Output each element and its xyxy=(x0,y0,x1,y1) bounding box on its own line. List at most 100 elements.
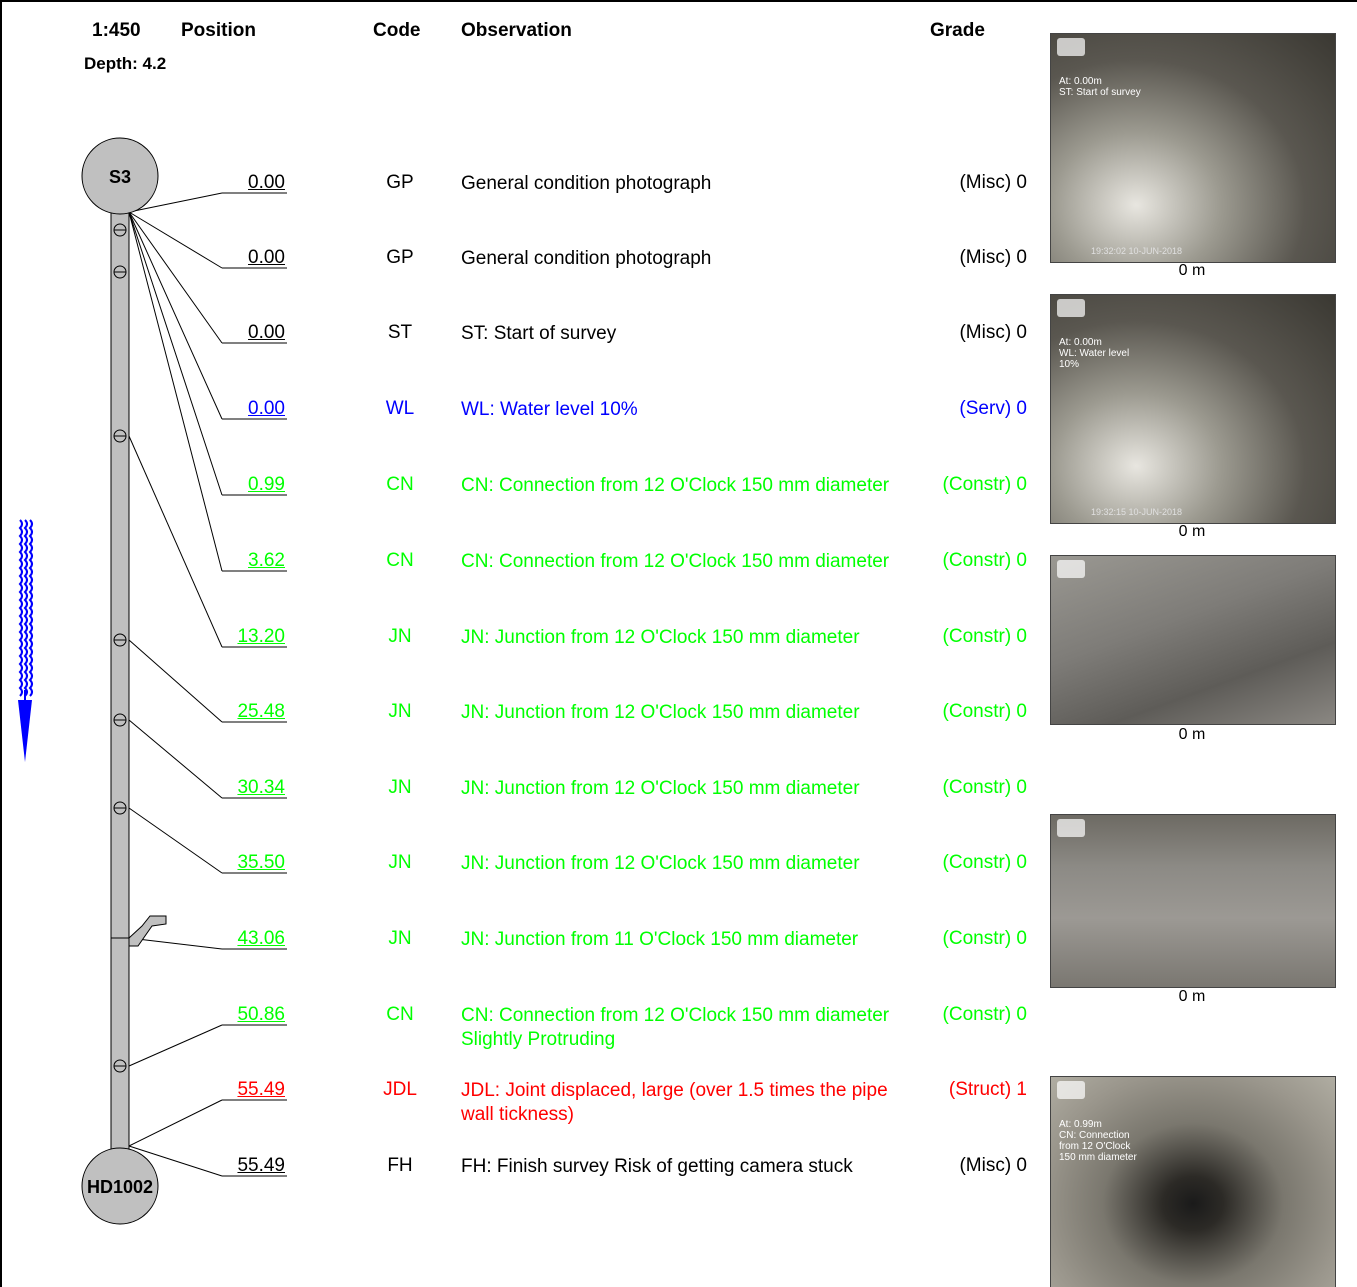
grade-header: Grade xyxy=(930,20,985,41)
position-value: 0.99 xyxy=(248,474,285,495)
leader-line xyxy=(128,211,223,420)
flow-wave xyxy=(18,519,23,697)
photo-overlay-text: At: 0.99m CN: Connection from 12 O'Clock… xyxy=(1059,1119,1137,1163)
observation-header: Observation xyxy=(461,20,572,41)
observation-text: General condition photograph xyxy=(461,173,712,194)
code-value: GP xyxy=(386,247,414,268)
position-value: 55.49 xyxy=(237,1079,285,1100)
table-row: 55.49 FH FH: Finish survey Risk of getting… xyxy=(0,1155,1040,1203)
leader-lines xyxy=(128,192,287,1177)
code-value: JN xyxy=(388,626,412,647)
photo-caption: 0 m xyxy=(1178,988,1206,1005)
leader-line xyxy=(128,1024,223,1067)
photo-overlay-text: At: 0.00m WL: Water level 10% xyxy=(1059,337,1130,370)
code-value: JN xyxy=(388,777,412,798)
photo-timestamp: 19:32:15 10-JUN-2018 xyxy=(1091,507,1183,517)
observation-text: JN: Junction from 12 O'Clock 150 mm diam… xyxy=(461,627,860,648)
position-value: 0.00 xyxy=(248,398,285,419)
photo-timestamp: 19:32:02 10-JUN-2018 xyxy=(1091,246,1183,256)
position-value: 0.00 xyxy=(248,322,285,343)
table-row: 50.86 CN CN: Connection from 12 O'Clock 15… xyxy=(0,1004,1040,1052)
code-value: FH xyxy=(387,1155,413,1176)
leader-line xyxy=(128,1145,223,1177)
grade-value: (Struct) 1 xyxy=(948,1079,1027,1100)
camera-badge-icon xyxy=(1057,560,1085,578)
table-row: 0.00 GP General condition photograph (Misc)… xyxy=(0,247,1040,295)
start-manhole-label: S3 xyxy=(109,167,131,187)
cctv-photo xyxy=(1050,555,1336,725)
leader-line xyxy=(128,211,223,496)
grade-value: (Misc) 0 xyxy=(959,1155,1027,1176)
grade-value: (Constr) 0 xyxy=(942,928,1027,949)
observation-text: CN: Connection from 12 O'Clock 150 mm di… xyxy=(461,551,890,572)
flow-wave xyxy=(23,519,28,697)
grade-value: (Constr) 0 xyxy=(942,852,1027,873)
leader-line xyxy=(128,192,223,213)
scale-label: 1:450 xyxy=(92,20,141,41)
code-value: ST xyxy=(387,322,413,343)
table-row: 43.06 JN JN: Junction from 11 O'Clock 150 … xyxy=(0,928,1040,976)
position-value: 3.62 xyxy=(248,550,285,571)
observation-text: FH: Finish survey Risk of getting camera… xyxy=(461,1156,853,1177)
position-value: 13.20 xyxy=(237,626,285,647)
finish-manhole-label: HD1002 xyxy=(87,1177,153,1197)
grade-value: (Constr) 0 xyxy=(942,1004,1027,1025)
defect-markers xyxy=(111,223,167,1073)
table-row: 0.00 GP General condition photograph (Misc)… xyxy=(0,172,1040,220)
observation-text: General condition photograph xyxy=(461,248,712,269)
table-row: 30.34 JN JN: Junction from 12 O'Clock 150 … xyxy=(0,777,1040,825)
leader-line xyxy=(128,807,223,874)
position-value: 25.48 xyxy=(237,701,285,722)
junction-marker-icon xyxy=(128,915,167,947)
grade-value: (Constr) 0 xyxy=(942,626,1027,647)
observation-text: JDL: Joint displaced, large (over 1.5 ti… xyxy=(461,1080,888,1125)
leader-line xyxy=(128,719,223,799)
position-header: Position xyxy=(181,20,256,41)
code-value: CN xyxy=(386,474,414,495)
code-value: WL xyxy=(385,398,415,419)
position-value: 0.00 xyxy=(248,172,285,193)
leader-line xyxy=(128,1099,223,1147)
table-row: 3.62 CN CN: Connection from 12 O'Clock 150… xyxy=(0,550,1040,598)
position-value: 30.34 xyxy=(237,777,285,798)
table-row: 0.00 ST ST: Start of survey (Misc) 0 xyxy=(0,322,1040,370)
position-value: 35.50 xyxy=(237,852,285,873)
table-row: 0.99 CN CN: Connection from 12 O'Clock 150… xyxy=(0,474,1040,522)
camera-badge-icon xyxy=(1057,299,1085,317)
leader-line xyxy=(128,211,223,344)
grade-value: (Misc) 0 xyxy=(959,247,1027,268)
position-value: 55.49 xyxy=(237,1155,285,1176)
leader-line xyxy=(128,435,223,648)
code-header: Code xyxy=(373,20,421,41)
camera-badge-icon xyxy=(1057,819,1085,837)
grade-value: (Misc) 0 xyxy=(959,172,1027,193)
flow-direction-arrow-icon xyxy=(18,519,33,762)
photo-caption: 0 m xyxy=(1178,523,1206,540)
table-row: 25.48 JN JN: Junction from 12 O'Clock 150 … xyxy=(0,701,1040,749)
grade-value: (Constr) 0 xyxy=(942,474,1027,495)
code-value: JN xyxy=(388,701,412,722)
code-value: JN xyxy=(388,852,412,873)
code-value: JDL xyxy=(383,1079,417,1100)
finish-manhole: HD1002 xyxy=(81,1147,159,1225)
depth-label: Depth: 4.2 xyxy=(84,54,167,73)
observation-text: JN: Junction from 12 O'Clock 150 mm diam… xyxy=(461,778,860,799)
code-value: JN xyxy=(388,928,412,949)
leader-line xyxy=(128,639,223,723)
cctv-photo: At: 0.99m CN: Connection from 12 O'Clock… xyxy=(1050,1076,1336,1287)
observation-text: ST: Start of survey xyxy=(461,323,617,344)
position-value: 43.06 xyxy=(237,928,285,949)
cctv-photo xyxy=(1050,814,1336,988)
table-row: 55.49 JDL JDL: Joint displaced, large (ove… xyxy=(0,1079,1040,1127)
observation-text: JN: Junction from 12 O'Clock 150 mm diam… xyxy=(461,853,860,874)
camera-badge-icon xyxy=(1057,1081,1085,1099)
position-value: 0.00 xyxy=(248,247,285,268)
grade-value: (Misc) 0 xyxy=(959,322,1027,343)
observation-text: JN: Junction from 12 O'Clock 150 mm diam… xyxy=(461,702,860,723)
code-value: CN xyxy=(386,550,414,571)
flow-wave xyxy=(28,519,33,697)
grade-value: (Constr) 0 xyxy=(942,701,1027,722)
observation-text: WL: Water level 10% xyxy=(461,399,638,420)
